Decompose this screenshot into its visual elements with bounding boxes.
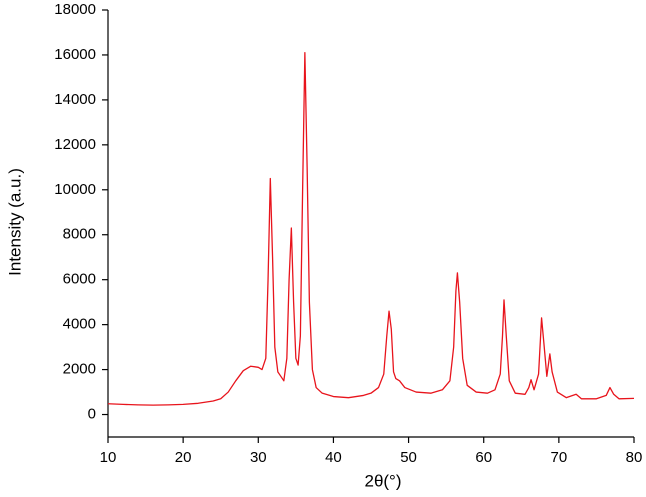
y-tick-label: 18000 — [54, 1, 96, 18]
x-tick-label: 80 — [626, 449, 643, 466]
x-tick-label: 70 — [551, 449, 568, 466]
x-axis-label: 2θ(°) — [364, 471, 401, 490]
y-tick-label: 6000 — [63, 271, 96, 288]
y-tick-label: 4000 — [63, 316, 96, 333]
x-tick-label: 60 — [475, 449, 492, 466]
y-tick-label: 0 — [88, 405, 96, 422]
data-line — [107, 52, 635, 406]
y-tick-label: 16000 — [54, 46, 96, 63]
x-tick-label: 20 — [175, 449, 192, 466]
x-tick-label: 10 — [100, 449, 117, 466]
y-tick-label: 8000 — [63, 226, 96, 243]
y-tick-label: 14000 — [54, 91, 96, 108]
x-tick-label: 40 — [325, 449, 342, 466]
x-tick-label: 30 — [250, 449, 267, 466]
y-tick-label: 2000 — [63, 361, 96, 378]
y-axis-label: Intensity (a.u.) — [5, 168, 24, 276]
y-tick-label: 12000 — [54, 136, 96, 153]
y-tick-label: 10000 — [54, 181, 96, 198]
x-tick-label: 50 — [400, 449, 417, 466]
